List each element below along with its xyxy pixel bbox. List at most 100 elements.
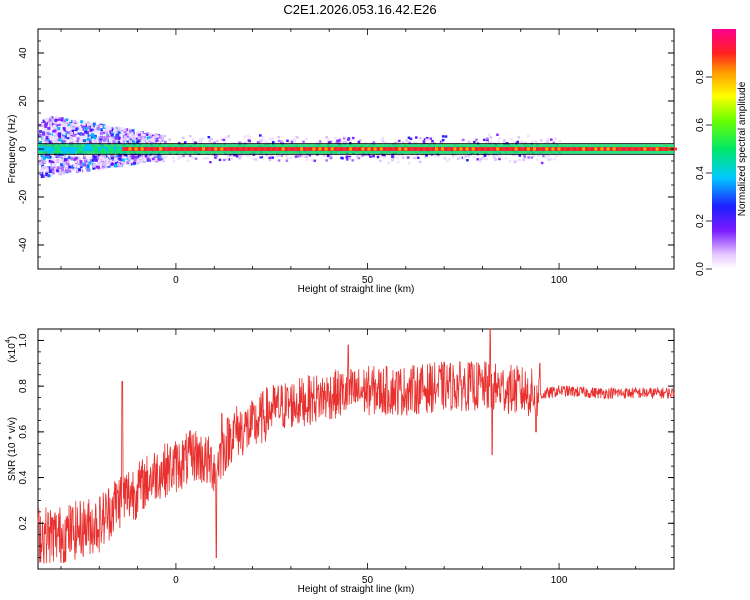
spectrogram-cell bbox=[47, 174, 51, 178]
spectrogram-cell bbox=[84, 125, 88, 129]
spectrogram-cell bbox=[304, 155, 307, 158]
spectrogram-cell bbox=[89, 156, 93, 160]
spectrogram-cell bbox=[277, 159, 281, 162]
spectrogram-cell bbox=[52, 155, 56, 159]
spectrogram-band-cell bbox=[171, 147, 175, 151]
spectrogram-cell bbox=[357, 140, 361, 144]
spectrogram-cell bbox=[63, 132, 67, 136]
spectrogram-cell bbox=[61, 171, 65, 175]
spectrogram-cell bbox=[69, 127, 73, 131]
spectrogram-cell bbox=[123, 135, 127, 139]
spectrogram-cell bbox=[133, 136, 137, 140]
spectrogram-cell bbox=[498, 157, 501, 161]
spectrogram-cell bbox=[44, 139, 48, 143]
spectrogram-cell bbox=[89, 128, 93, 132]
spectrogram-cell bbox=[247, 139, 251, 142]
spectrogram-cell bbox=[144, 154, 148, 157]
spectrogram-cell bbox=[89, 122, 93, 126]
spectrogram-cell bbox=[115, 161, 119, 165]
spectrogram-cell bbox=[48, 170, 52, 174]
spectrogram-cell bbox=[109, 139, 113, 143]
spectrogram-band-cell bbox=[238, 147, 242, 151]
spectrogram-cell bbox=[84, 127, 88, 131]
spectrogram-cell bbox=[304, 137, 308, 141]
spectrogram-cell bbox=[42, 132, 46, 136]
snr-x-label: Height of straight line (km) bbox=[298, 584, 415, 595]
spectrogram-cell bbox=[224, 136, 227, 139]
spectrogram-band-cell bbox=[152, 147, 156, 151]
spectrogram-cell bbox=[293, 140, 296, 143]
spectrogram-band-cell bbox=[269, 147, 273, 151]
spectrogram-cell bbox=[146, 134, 150, 138]
spectrogram-cell bbox=[103, 162, 107, 166]
spectrogram-cell bbox=[147, 141, 151, 144]
spectrogram-cell bbox=[121, 158, 125, 162]
spectrogram-cell bbox=[84, 130, 88, 134]
spectrogram-cell bbox=[345, 155, 349, 158]
spectrogram-cell bbox=[211, 153, 214, 157]
spectrogram-band-cell bbox=[367, 147, 371, 151]
spectrogram-band-cell bbox=[336, 147, 340, 151]
spectrogram-cell bbox=[134, 139, 138, 143]
spectrogram-cell bbox=[95, 155, 99, 159]
spectrogram-cell bbox=[558, 139, 562, 143]
spectrogram-cell bbox=[138, 160, 142, 164]
spectrogram-cell bbox=[239, 154, 242, 157]
spectrogram-cell bbox=[119, 135, 123, 139]
spectrogram-cell bbox=[549, 158, 553, 161]
spectrogram-cell bbox=[232, 153, 236, 157]
spectrogram-cell bbox=[53, 162, 57, 166]
spectrogram-cell bbox=[62, 162, 66, 166]
spectrogram-cell bbox=[549, 138, 553, 141]
spectrogram-cell bbox=[40, 164, 44, 168]
spectrogram-cell bbox=[74, 165, 78, 169]
spectrogram-cell bbox=[286, 139, 289, 143]
spectrogram-cell bbox=[52, 132, 56, 136]
spectrogram-cell bbox=[45, 129, 49, 133]
spectrogram-cell bbox=[81, 162, 85, 166]
spectrogram-cell bbox=[434, 154, 437, 158]
spectrogram-cell bbox=[112, 162, 116, 166]
snr-multiplier-base: (x10 bbox=[7, 343, 18, 363]
spectrogram-cell bbox=[49, 121, 53, 125]
spectrogram-band-cell bbox=[618, 147, 622, 151]
spectrogram-y-ticks: -40 -20 0 20 40 bbox=[18, 28, 674, 270]
spectrogram-cell bbox=[158, 155, 162, 159]
spectrogram-band-cell bbox=[453, 147, 457, 151]
spectrogram-cell bbox=[188, 154, 192, 157]
spectrogram-cell bbox=[482, 157, 485, 160]
spectrogram-cell bbox=[162, 158, 166, 161]
spectrogram-cell bbox=[290, 141, 293, 144]
spectrogram-cell bbox=[131, 129, 135, 133]
spectrogram-cell bbox=[43, 126, 47, 130]
spectrogram-cell bbox=[65, 127, 69, 131]
spectrogram-cell bbox=[99, 137, 103, 141]
spectrogram-cell bbox=[425, 136, 429, 140]
spectrogram-cell bbox=[156, 135, 160, 139]
spectrogram-band-cell bbox=[643, 147, 647, 151]
spectrogram-cell bbox=[39, 140, 43, 144]
spectrogram-cell bbox=[535, 141, 539, 144]
spectrogram-cell bbox=[79, 132, 83, 136]
spectrogram-cell bbox=[40, 153, 44, 157]
spectrogram-cell bbox=[502, 141, 505, 144]
spectrogram-cell bbox=[206, 157, 209, 160]
spectrogram-band-cell bbox=[631, 147, 635, 151]
spectrogram-cell bbox=[348, 155, 352, 159]
spectrogram-cell bbox=[391, 155, 394, 159]
spectrogram-cell bbox=[498, 137, 501, 140]
spectrogram-cell bbox=[148, 138, 151, 141]
spectrogram-cell bbox=[381, 140, 385, 143]
spectrogram-cell bbox=[530, 142, 534, 146]
spectrogram-cell bbox=[107, 154, 111, 158]
spectrogram-cell bbox=[547, 142, 550, 145]
spectrogram-cell bbox=[348, 142, 352, 145]
spectrogram-band-cell bbox=[588, 147, 592, 151]
spectrogram-cell bbox=[39, 130, 43, 134]
spectrogram-cell bbox=[50, 166, 54, 170]
spectrogram-cell bbox=[268, 156, 272, 160]
spectrogram-band-cell bbox=[324, 147, 328, 151]
snr-x-tick-label: 0 bbox=[173, 575, 179, 586]
spectrogram-cell bbox=[51, 168, 55, 172]
spectrogram-cell bbox=[284, 154, 288, 158]
